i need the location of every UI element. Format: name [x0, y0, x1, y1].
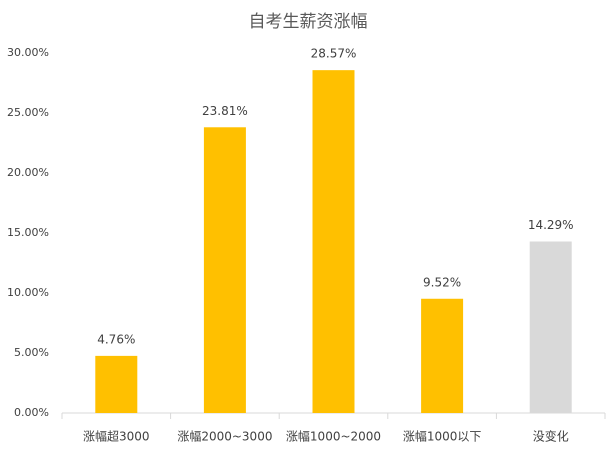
- y-tick-label: 15.00%: [7, 226, 49, 239]
- y-tick-label: 30.00%: [7, 46, 49, 59]
- x-tick-label: 涨幅1000以下: [403, 429, 482, 444]
- x-tick-label: 涨幅超3000: [83, 429, 150, 444]
- bar: [421, 298, 464, 413]
- y-tick-label: 25.00%: [7, 106, 49, 119]
- data-label: 28.57%: [311, 47, 357, 61]
- bar: [312, 70, 355, 413]
- data-label: 4.76%: [97, 332, 135, 346]
- data-label: 14.29%: [528, 218, 574, 232]
- y-tick-label: 0.00%: [14, 406, 49, 419]
- chart-title: 自考生薪资涨幅: [249, 12, 368, 32]
- x-tick-label: 涨幅2000~3000: [177, 429, 272, 444]
- x-tick-label: 涨幅1000~2000: [286, 429, 381, 444]
- y-tick-label: 10.00%: [7, 286, 49, 299]
- y-tick-label: 20.00%: [7, 166, 49, 179]
- x-tick-label: 没变化: [533, 429, 569, 444]
- data-label: 23.81%: [202, 104, 248, 118]
- bar: [95, 355, 138, 413]
- data-label: 9.52%: [423, 275, 461, 289]
- y-tick-label: 5.00%: [14, 346, 49, 359]
- bar: [529, 241, 572, 413]
- bar: [203, 127, 246, 413]
